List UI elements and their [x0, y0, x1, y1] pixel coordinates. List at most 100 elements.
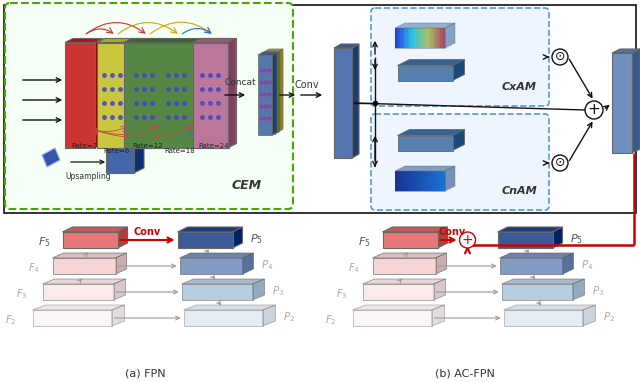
- Bar: [413, 28, 415, 48]
- Polygon shape: [95, 39, 103, 147]
- Bar: [405, 171, 408, 191]
- Polygon shape: [612, 49, 640, 53]
- Text: (b) AC-FPN: (b) AC-FPN: [435, 368, 495, 378]
- Polygon shape: [353, 305, 445, 310]
- Bar: [410, 28, 413, 48]
- Polygon shape: [395, 23, 455, 28]
- Text: $P_5$: $P_5$: [250, 233, 263, 246]
- Text: Rate=3: Rate=3: [71, 143, 97, 149]
- Bar: [403, 28, 405, 48]
- Bar: [408, 171, 410, 191]
- Polygon shape: [552, 227, 563, 248]
- Polygon shape: [452, 129, 465, 151]
- Text: CxAM: CxAM: [502, 82, 537, 92]
- Bar: [422, 171, 425, 191]
- Bar: [435, 171, 438, 191]
- Polygon shape: [395, 166, 455, 171]
- Text: Upsampling: Upsampling: [65, 172, 111, 181]
- Polygon shape: [33, 310, 111, 326]
- Bar: [397, 171, 400, 191]
- Bar: [395, 28, 397, 48]
- Polygon shape: [52, 253, 127, 258]
- Polygon shape: [42, 148, 60, 167]
- Bar: [422, 28, 425, 48]
- Text: Conv: Conv: [439, 227, 466, 237]
- Polygon shape: [372, 258, 435, 274]
- Polygon shape: [243, 253, 253, 274]
- Bar: [430, 171, 433, 191]
- Polygon shape: [352, 44, 359, 158]
- Polygon shape: [499, 258, 563, 274]
- Bar: [415, 171, 417, 191]
- Text: Concat: Concat: [224, 78, 256, 87]
- Polygon shape: [497, 232, 552, 248]
- Polygon shape: [115, 253, 127, 274]
- Polygon shape: [65, 39, 103, 42]
- Polygon shape: [582, 305, 595, 326]
- Text: Rate=18: Rate=18: [164, 148, 195, 154]
- Polygon shape: [431, 305, 445, 326]
- Polygon shape: [353, 310, 431, 326]
- Polygon shape: [33, 305, 125, 310]
- Text: $F_3$: $F_3$: [17, 287, 29, 301]
- Polygon shape: [395, 28, 445, 48]
- Polygon shape: [111, 305, 125, 326]
- Polygon shape: [179, 258, 243, 274]
- Bar: [433, 28, 435, 48]
- Text: $F_4$: $F_4$: [28, 261, 40, 275]
- Bar: [425, 28, 428, 48]
- Polygon shape: [397, 129, 465, 136]
- Text: Conv: Conv: [134, 227, 161, 237]
- Polygon shape: [262, 305, 275, 326]
- Bar: [420, 28, 422, 48]
- Polygon shape: [184, 305, 275, 310]
- Text: $P_2$: $P_2$: [284, 311, 296, 324]
- Bar: [430, 28, 433, 48]
- Bar: [440, 171, 442, 191]
- Text: $P_2$: $P_2$: [604, 311, 616, 324]
- Circle shape: [552, 155, 568, 171]
- Bar: [400, 171, 403, 191]
- Polygon shape: [113, 279, 125, 300]
- Polygon shape: [118, 227, 127, 248]
- Bar: [438, 171, 440, 191]
- Bar: [417, 171, 420, 191]
- Text: $F_3$: $F_3$: [337, 287, 349, 301]
- Text: $P_3$: $P_3$: [273, 285, 285, 298]
- Polygon shape: [106, 138, 144, 143]
- Polygon shape: [435, 253, 447, 274]
- Polygon shape: [127, 39, 135, 147]
- Polygon shape: [383, 232, 438, 248]
- Polygon shape: [497, 227, 563, 232]
- Polygon shape: [124, 42, 228, 147]
- Text: +: +: [461, 233, 474, 247]
- FancyBboxPatch shape: [5, 3, 293, 209]
- Bar: [433, 171, 435, 191]
- Circle shape: [460, 232, 476, 248]
- Polygon shape: [612, 53, 632, 153]
- Bar: [442, 28, 445, 48]
- Bar: [442, 171, 445, 191]
- Text: $F_4$: $F_4$: [348, 261, 360, 275]
- Polygon shape: [504, 310, 582, 326]
- Polygon shape: [502, 279, 584, 284]
- Polygon shape: [502, 284, 573, 300]
- Polygon shape: [52, 258, 115, 274]
- Polygon shape: [63, 232, 118, 248]
- Polygon shape: [504, 305, 595, 310]
- Polygon shape: [253, 279, 264, 300]
- Polygon shape: [334, 48, 352, 158]
- Polygon shape: [177, 232, 232, 248]
- Polygon shape: [397, 136, 452, 151]
- Polygon shape: [97, 39, 135, 42]
- Text: (a) FPN: (a) FPN: [125, 368, 165, 378]
- Polygon shape: [272, 52, 277, 135]
- Polygon shape: [261, 54, 275, 134]
- Text: Rate=24: Rate=24: [199, 143, 229, 149]
- Text: Rate=12: Rate=12: [132, 143, 163, 149]
- Polygon shape: [397, 65, 452, 81]
- Bar: [417, 28, 420, 48]
- Polygon shape: [438, 227, 447, 248]
- Polygon shape: [499, 253, 573, 258]
- Polygon shape: [228, 39, 237, 147]
